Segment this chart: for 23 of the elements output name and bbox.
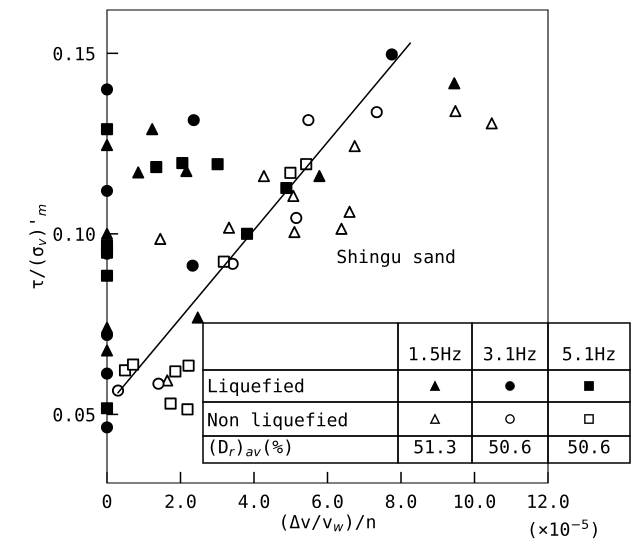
x-tick-label: 6.0 <box>312 494 343 508</box>
x-tick-label: 10.0 <box>454 494 496 508</box>
y-tick-label: 0.10 <box>54 227 95 242</box>
annotation: 51.3 <box>414 440 456 454</box>
text: (×10$^{−5}$) <box>530 520 597 538</box>
y-tick-label: 0.05 <box>54 408 94 422</box>
y-tick-label: 0.15 <box>54 46 94 60</box>
annotation: 1.5Hz <box>410 347 460 360</box>
y-axis-title: τ/(σ$_{v}$)'$_{m}$ <box>29 204 46 288</box>
annotation: 3.1Hz <box>484 346 536 360</box>
annotation: Liquefied <box>208 378 304 396</box>
annotation: (D$_{r}$)$_{av}$(%) <box>210 440 290 456</box>
x-tick-label: 4.0 <box>238 494 270 508</box>
x-tick-label: 12.0 <box>528 494 569 508</box>
annotation: 50.6 <box>490 440 531 454</box>
x-axis-title: (Δv/v$_{w}$)/n <box>282 514 375 532</box>
x-tick-label: 2.0 <box>166 494 196 508</box>
text: 50.6 <box>568 440 610 454</box>
x-tick-label: 8.0 <box>386 494 416 508</box>
annotation: Non liquefied <box>208 412 347 430</box>
x-tick-label: 0 <box>102 494 112 508</box>
text: 5.1Hz <box>563 347 614 360</box>
annotation: Shingu sand <box>338 249 454 267</box>
